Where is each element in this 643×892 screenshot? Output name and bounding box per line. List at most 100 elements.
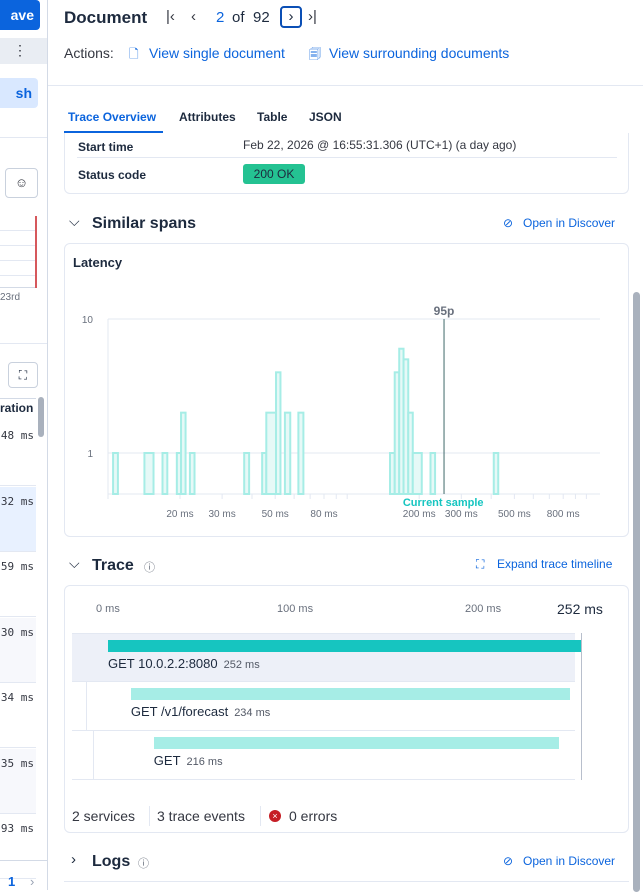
duration-value: 48 ms — [0, 429, 34, 442]
documents-icon: 🗐 — [309, 47, 321, 61]
next-button[interactable]: › — [280, 6, 302, 28]
view-surrounding-documents-link[interactable]: View surrounding documents — [329, 45, 510, 61]
similar-spans-panel: Latency — [64, 243, 629, 537]
status-code-label: Status code — [78, 168, 147, 182]
pagination-page-1[interactable]: 1 — [8, 874, 16, 889]
logs-discover-icon: ⊘ — [503, 854, 514, 868]
flyout-title: Document — [64, 8, 148, 27]
list-item[interactable]: 48 ms — [0, 421, 36, 486]
list-scrollbar[interactable] — [38, 397, 44, 437]
axis-label-200: 200 ms — [465, 603, 502, 615]
chart-title: Latency — [73, 255, 123, 270]
next-page-icon[interactable]: › — [30, 874, 35, 889]
ai-assistant-button[interactable]: ☺ — [5, 168, 38, 198]
toolbar-row: ⋮ — [0, 38, 47, 64]
list-item[interactable]: 93 ms — [0, 814, 36, 879]
histogram-bar — [275, 371, 282, 496]
histogram-bar — [429, 452, 437, 495]
span-name: GET — [153, 753, 181, 768]
y-tick-label: 1 — [87, 449, 93, 460]
duration-column-header[interactable]: ration — [0, 401, 34, 415]
histogram-bar — [297, 411, 305, 496]
document-icon: 🗋 — [129, 47, 139, 61]
fullscreen-button[interactable]: ⛶ — [8, 362, 38, 388]
expand-icon: ⛶ — [476, 557, 485, 571]
view-single-document-link[interactable]: View single document — [149, 45, 285, 61]
duration-value: 59 ms — [0, 560, 34, 573]
trace-span-row[interactable]: GET /v1/forecast 234 ms — [72, 682, 575, 731]
refresh-button[interactable]: sh — [0, 78, 38, 108]
list-item[interactable]: 34 ms — [0, 683, 36, 748]
histogram-bar — [143, 452, 155, 495]
axis-label-100: 100 ms — [277, 603, 314, 615]
tab-attributes[interactable]: Attributes — [179, 110, 236, 124]
start-time-label: Start time — [78, 140, 134, 154]
histogram-bar — [492, 452, 500, 495]
duration-value: 93 ms — [0, 822, 34, 835]
span-duration: 252 ms — [223, 659, 260, 671]
flyout-scrollbar[interactable] — [633, 292, 640, 892]
histogram-bar — [112, 452, 119, 495]
current-index: 2 — [216, 9, 225, 26]
tab-trace-overview[interactable]: Trace Overview — [68, 110, 157, 124]
total-count: 92 — [253, 9, 270, 26]
expand-logs-icon[interactable]: › — [71, 851, 76, 868]
actions-label: Actions: — [64, 45, 114, 61]
duration-value: 35 ms — [0, 756, 34, 770]
histogram-bar — [411, 452, 423, 495]
span-bar[interactable] — [130, 688, 571, 700]
logs-title: Logs — [92, 853, 131, 870]
trace-span-row[interactable]: GET 10.0.2.2:8080 252 ms — [72, 633, 581, 682]
x-tick-label: 20 ms — [166, 509, 193, 520]
span-name: GET /v1/forecast — [130, 704, 229, 719]
histogram-bar — [188, 452, 196, 495]
trace-panel: 0 ms 100 ms 200 ms 252 ms GET 10.0.2.2:8… — [64, 585, 629, 833]
logs-open-in-discover-link[interactable]: Open in Discover — [523, 854, 616, 868]
x-tick-label: 200 ms — [403, 509, 436, 520]
span-duration: 216 ms — [186, 756, 223, 768]
duration-value: 30 ms — [0, 625, 34, 639]
histogram-bar — [265, 411, 278, 496]
errors-count: 0 errors — [289, 808, 338, 824]
duration-value: 34 ms — [0, 691, 34, 704]
first-page-icon[interactable]: |‹ — [166, 8, 175, 25]
trace-span-row[interactable]: GET 216 ms — [72, 731, 575, 780]
trace-events-count: 3 trace events — [157, 808, 245, 824]
document-list-panel: ave ⋮ sh ☺ 23rd ⛶ ration 48 ms 32 ms 59 ms… — [0, 0, 48, 890]
current-sample-label: Current sample — [403, 497, 484, 509]
span-bar[interactable] — [108, 640, 581, 652]
list-item[interactable]: 59 ms — [0, 552, 36, 617]
chart-fragment-label: 23rd — [0, 292, 21, 303]
collapse-similar-spans-icon[interactable]: ⌵ — [69, 213, 80, 229]
discover-icon: ⊘ — [503, 216, 514, 230]
list-item[interactable]: 32 ms — [0, 486, 36, 552]
list-item[interactable]: 35 ms — [0, 748, 36, 814]
tab-json[interactable]: JSON — [309, 110, 342, 124]
previous-icon[interactable]: ‹ — [191, 8, 196, 25]
logs-info-icon[interactable]: ⓘ — [138, 858, 149, 870]
start-time-value: Feb 22, 2026 @ 16:55:31.306 (UTC+1) (a d… — [243, 138, 517, 152]
x-tick-label: 800 ms — [547, 509, 580, 520]
trace-total-duration: 252 ms — [557, 601, 603, 617]
span-name: GET 10.0.2.2:8080 — [108, 656, 218, 671]
histogram-bar — [180, 411, 187, 496]
span-duration: 234 ms — [234, 707, 271, 719]
save-button[interactable]: ave — [0, 0, 40, 30]
error-icon: × — [269, 810, 281, 822]
more-options-icon[interactable]: ⋮ — [13, 42, 27, 58]
histogram-bar — [161, 452, 169, 495]
latency-chart: 10 1 20 ms 30 ms 50 ms 80 ms 200 ms 300 ms 500 m… — [82, 304, 600, 520]
trace-title: Trace — [92, 557, 134, 574]
collapse-trace-icon[interactable]: ⌵ — [69, 555, 80, 571]
x-tick-label: 500 ms — [498, 509, 531, 520]
expand-trace-timeline-link[interactable]: Expand trace timeline — [497, 557, 613, 571]
info-icon[interactable]: ⓘ — [144, 562, 155, 574]
percentile-label: 95p — [434, 304, 455, 318]
histogram-bar — [243, 452, 251, 495]
last-page-icon[interactable]: ›| — [308, 8, 317, 25]
span-bar[interactable] — [153, 737, 560, 749]
list-item[interactable]: 30 ms — [0, 617, 36, 683]
of-label: of — [232, 9, 245, 26]
open-in-discover-link[interactable]: Open in Discover — [523, 216, 616, 230]
tab-table[interactable]: Table — [257, 110, 288, 124]
